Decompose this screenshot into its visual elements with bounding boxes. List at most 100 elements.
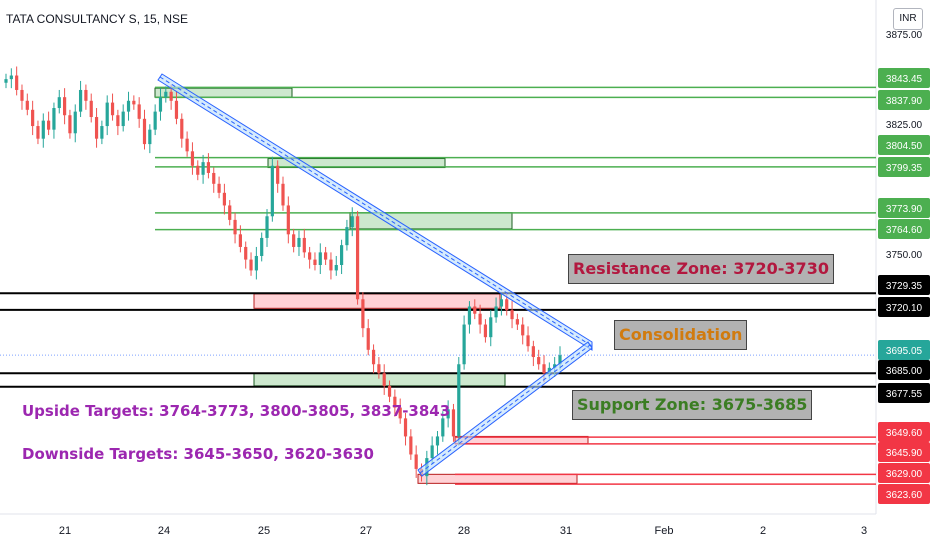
candle <box>174 91 179 125</box>
candle <box>526 326 530 352</box>
candle <box>132 95 136 110</box>
candle <box>126 91 131 121</box>
candle <box>265 209 269 247</box>
candle <box>190 142 195 175</box>
candle <box>499 293 504 316</box>
candle <box>73 104 77 143</box>
chart-title: TATA CONSULTANCY S, 15, NSE <box>6 12 189 26</box>
svg-text:3695.05: 3695.05 <box>886 346 923 357</box>
candle <box>483 319 488 343</box>
descending-channel <box>157 73 593 351</box>
candle <box>462 315 466 370</box>
candle <box>382 364 386 395</box>
svg-text:3720.10: 3720.10 <box>886 303 923 314</box>
current-price-label: 3695.05 <box>878 340 930 360</box>
candle <box>84 84 88 110</box>
candle <box>185 131 189 157</box>
consolidation-annotation: Consolidation <box>614 320 748 350</box>
candle <box>334 255 338 276</box>
x-tick-label: 21 <box>59 525 71 537</box>
level-label: 3729.35 <box>878 275 930 295</box>
candle <box>110 93 115 121</box>
level-label: 3804.50 <box>878 135 930 155</box>
candle <box>393 389 397 417</box>
zone-red <box>253 293 501 309</box>
y-tick-label: 3875.00 <box>886 30 923 41</box>
candle <box>25 93 29 116</box>
level-label: 3837.90 <box>878 90 930 110</box>
candle <box>196 160 200 181</box>
x-axis-labels: 21 24 25 27 28 31 Feb 2 3 <box>59 525 867 537</box>
svg-text:3677.55: 3677.55 <box>886 389 923 400</box>
svg-text:3629.00: 3629.00 <box>886 469 923 480</box>
candle <box>286 196 290 244</box>
x-tick-label: 24 <box>158 525 170 537</box>
candle <box>510 301 514 329</box>
svg-text:3645.90: 3645.90 <box>886 448 923 459</box>
candle <box>324 246 328 265</box>
candle <box>260 232 264 262</box>
resistance-annotation: Resistance Zone: 3720-3730 <box>568 254 834 284</box>
x-tick-label: 3 <box>861 525 867 537</box>
candle <box>297 230 301 256</box>
candle <box>457 357 461 446</box>
y-tick-label: 3750.00 <box>886 250 923 261</box>
candle <box>371 344 376 374</box>
candle <box>403 412 408 446</box>
candle <box>222 183 227 215</box>
candle <box>142 109 147 150</box>
candle <box>494 297 498 323</box>
candle <box>270 156 274 222</box>
candle <box>89 93 93 123</box>
candle <box>446 400 450 428</box>
candle <box>148 124 152 154</box>
candle <box>36 120 40 145</box>
candle <box>158 88 163 121</box>
candle <box>329 252 333 280</box>
candle <box>313 252 317 271</box>
candle <box>116 109 120 136</box>
candle <box>366 319 370 356</box>
zones-layer <box>154 87 589 484</box>
level-label: 3773.90 <box>878 198 930 218</box>
candle <box>249 252 253 276</box>
candle <box>339 239 344 275</box>
candle <box>206 153 211 179</box>
candle <box>345 219 349 251</box>
svg-text:3799.35: 3799.35 <box>886 163 923 174</box>
upside-targets: Upside Targets: 3764-3773, 3800-3805, 38… <box>22 402 451 420</box>
currency-badge[interactable]: INR <box>893 8 923 30</box>
candle <box>78 80 83 118</box>
zone-green <box>253 372 506 387</box>
support-annotation: Support Zone: 3675-3685 <box>572 390 813 420</box>
x-tick-label: 25 <box>258 525 270 537</box>
candle <box>467 301 472 334</box>
candle <box>441 411 445 442</box>
candle <box>228 200 232 226</box>
candle <box>20 84 24 110</box>
candle <box>531 340 535 367</box>
candle <box>308 246 312 269</box>
level-label: 3843.45 <box>878 68 930 88</box>
level-label: 3720.10 <box>878 297 930 317</box>
svg-text:3804.50: 3804.50 <box>886 141 923 152</box>
candle <box>318 243 322 275</box>
svg-text:3729.35: 3729.35 <box>886 281 923 292</box>
candle <box>537 349 541 370</box>
candle <box>15 66 19 96</box>
candle <box>414 445 418 478</box>
candle <box>473 299 477 320</box>
candle <box>238 225 242 253</box>
svg-text:3773.90: 3773.90 <box>886 204 923 215</box>
y-tick-label: 3825.00 <box>886 120 923 131</box>
candle <box>212 167 216 193</box>
candle <box>276 160 280 193</box>
levels-layer <box>0 86 876 485</box>
candle <box>478 304 482 334</box>
candle <box>121 104 125 132</box>
svg-text:3685.00: 3685.00 <box>886 366 923 377</box>
candle <box>153 104 157 136</box>
candle <box>62 88 67 125</box>
zone-red <box>417 473 578 484</box>
